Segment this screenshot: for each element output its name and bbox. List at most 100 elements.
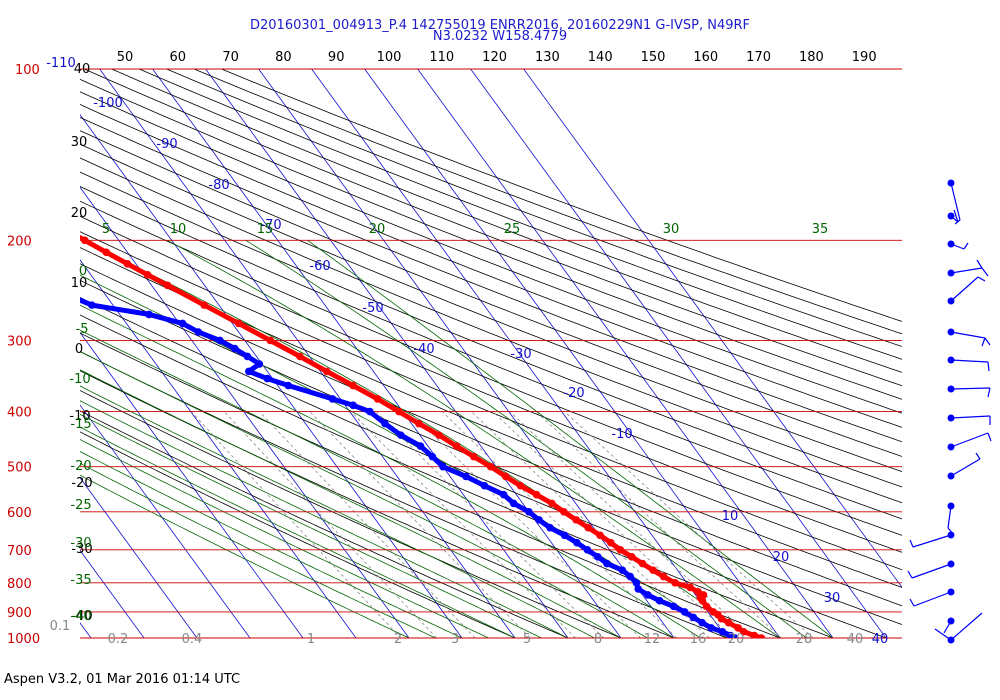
wind-barb-line	[943, 620, 952, 634]
dry-adiabat-line	[220, 69, 902, 322]
dry-adiabat-line	[80, 143, 902, 472]
dry-adiabat-line	[80, 247, 902, 588]
dewpoint-profile-line	[80, 297, 737, 638]
isotherm-tick-label: 10	[722, 509, 739, 524]
moist-adiabat-tick-label: -20	[70, 459, 91, 474]
moist-adiabat-tick-label: 30	[663, 222, 680, 237]
dry-adiabat-line	[80, 200, 902, 536]
pressure-tick-label: 900	[7, 606, 32, 621]
isotherm-line	[470, 69, 887, 638]
wind-barb-line	[981, 337, 986, 347]
wind-barb-line	[950, 267, 983, 274]
wind-barbs	[907, 179, 992, 644]
side-tick-label: -20	[71, 476, 92, 491]
footer-version-text: Aspen V3.2, 01 Mar 2016 01:14 UTC	[4, 672, 241, 687]
wind-barb-line	[950, 359, 989, 363]
wind-barb-line	[981, 267, 989, 277]
isotherm-tick-label: -90	[156, 137, 177, 152]
moist-adiabat-tick-label: -25	[70, 498, 91, 513]
moist-adiabat-tick-label: -15	[70, 417, 91, 432]
wind-barb-line	[909, 539, 914, 548]
mixing-ratio-line	[190, 411, 401, 638]
dry-adiabat-line	[80, 231, 902, 571]
dry-adiabat-line	[80, 279, 902, 625]
isotherm-line	[80, 477, 198, 638]
dry-adiabat-line	[80, 314, 835, 638]
theta-tick-label: 90	[328, 50, 345, 65]
mixing-ratio-tick-label: 40	[847, 632, 864, 647]
pressure-tick-label: 200	[7, 234, 32, 249]
dewpoint-point	[51, 249, 59, 257]
side-tick-label: 30	[71, 135, 88, 150]
moist-adiabat-tick-label: -10	[69, 372, 90, 387]
dry-adiabat-line	[80, 185, 902, 520]
isotherm-line	[205, 69, 622, 638]
mixing-ratio-line	[442, 411, 677, 638]
isotherm-tick-label: -30	[510, 347, 531, 362]
wind-barb-line	[987, 361, 990, 372]
dry-adiabat-line	[80, 104, 902, 428]
dry-adiabat-line	[80, 370, 676, 638]
mixing-ratio-tick-label: 28	[796, 632, 813, 647]
isotherm-line	[311, 69, 728, 638]
theta-tick-label: 180	[799, 50, 824, 65]
wind-barb-line	[987, 387, 991, 398]
dry-adiabat-line	[80, 410, 570, 638]
dry-adiabat-line	[193, 69, 902, 335]
wind-barb-line	[984, 337, 991, 346]
wind-barb-line	[950, 182, 961, 221]
moist-adiabat-tick-label: -5	[76, 322, 89, 337]
isotherm-line	[152, 69, 569, 638]
wind-barb-line	[912, 534, 952, 548]
temperature-profile-line	[80, 234, 763, 638]
moist-adiabat-tick-label: 0	[79, 264, 87, 279]
dry-adiabat-line	[80, 263, 902, 607]
pressure-tick-label: 700	[7, 544, 32, 559]
pressure-tick-label: 1000	[7, 632, 40, 647]
isotherm-line	[99, 69, 516, 638]
wind-barb-line	[975, 452, 981, 460]
background-grid	[80, 69, 902, 638]
wind-barb-line	[953, 209, 959, 223]
isotherm-tick-label: -80	[208, 178, 229, 193]
isotherm-tick-label: -40	[413, 342, 434, 357]
isobar-lines	[80, 68, 902, 639]
isotherm-tick-label: 20	[773, 550, 790, 565]
side-tick-label: 40	[74, 62, 91, 77]
side-tick-label: -110	[46, 56, 76, 71]
dry-adiabat-line	[80, 389, 623, 638]
moist-adiabat-tick-label: -40	[70, 609, 91, 624]
isotherm-tick-label: -10	[611, 427, 632, 442]
wind-barb-line	[976, 259, 983, 269]
wind-barb-line	[977, 276, 986, 282]
isotherm-line	[80, 404, 251, 638]
theta-tick-label: 80	[275, 50, 292, 65]
isotherm-line	[364, 69, 781, 638]
moist-adiabat-tick-label: 35	[812, 222, 829, 237]
temperature-point	[21, 203, 29, 211]
mixing-ratio-tick-label: 0.2	[108, 632, 129, 647]
dry-adiabat-line	[80, 91, 902, 414]
wind-barb-line	[987, 432, 992, 442]
theta-tick-label: 170	[746, 50, 771, 65]
mixing-ratio-tick-label: 8	[594, 632, 602, 647]
dry-adiabat-line	[110, 69, 902, 373]
side-tick-label: -40	[71, 609, 92, 624]
pressure-tick-label: 500	[7, 461, 32, 476]
isotherm-tick-label: -60	[309, 259, 330, 274]
dry-adiabat-line	[80, 157, 902, 488]
chart-title-line-1: D20160301_004913_P.4 142755019 ENRR2016,…	[250, 18, 750, 33]
mixing-ratio-tick-label: 1	[307, 632, 315, 647]
pressure-tick-label: 300	[7, 334, 32, 349]
moist-adiabat-line	[80, 451, 463, 638]
pressure-tick-label: 800	[7, 577, 32, 592]
pressure-tick-label: 400	[7, 406, 32, 421]
moist-adiabat-line	[307, 239, 834, 638]
wind-barb-line	[950, 415, 991, 419]
isotherm-tick-label: -50	[362, 301, 383, 316]
theta-tick-label: 70	[222, 50, 239, 65]
isotherm-tick-label: 30	[824, 591, 841, 606]
isotherm-line	[80, 259, 357, 638]
isotherm-line	[417, 69, 834, 638]
sounding-profiles	[21, 203, 766, 638]
